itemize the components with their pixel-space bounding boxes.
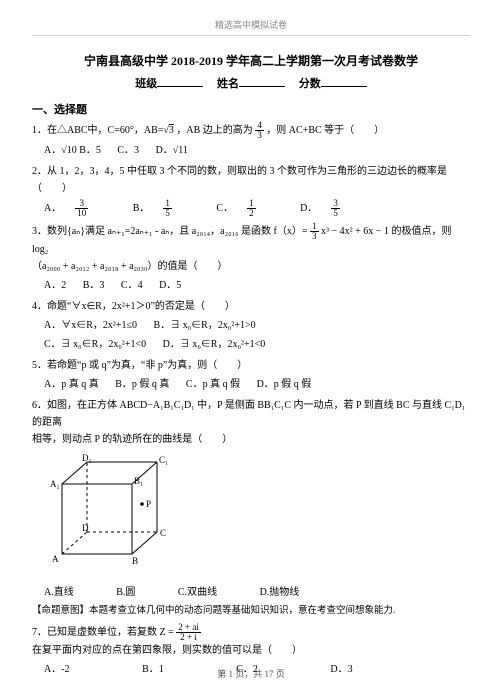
q2-stem: 2．从 1，2，3，4，5 中任取 3 个不同的数，则取出的 3 个数可作为三角…: [32, 163, 470, 197]
q3-frac13: 13: [310, 222, 319, 241]
q7-frac: 2 + ai2 + i: [176, 623, 201, 642]
q3-line1a: 3．数列{aₙ}满足 aₙ₊₁=2aₙ₊₁ - aₙ，且 a₂₀₁₄，a₂₀₁₆…: [32, 226, 308, 237]
q1-frac: 43: [255, 121, 264, 140]
q1-opt-d: D．√11: [156, 145, 188, 156]
blank-name: [239, 76, 285, 87]
blank-score: [321, 76, 367, 87]
q4-options-row2: C．∃ x₀∈R，2x₀²+1<0 D．∃ x₀∈R，2x₀²+1<0: [44, 336, 470, 353]
cube-figure: P D₁ C₁ A₁ B₁ D C A B: [42, 454, 470, 580]
q1-options: A．√10 B．5 C．3 D．√11: [44, 142, 470, 159]
page-footer: 第 1 页，共 17 页: [0, 667, 502, 680]
q5-opt-d: D．p 假 q 假: [257, 379, 312, 390]
q6-intent: 【命题意图】本题考查立体几何中的动态问题等基础知识知识，意在考查空间想象能力.: [32, 603, 470, 619]
q3-opt-c: C．4: [121, 280, 143, 291]
q1-stem-a: 1．在△ABC中，C=60°，AB=: [32, 125, 163, 136]
cube-label-a1: A₁: [50, 479, 60, 489]
q4-options-row1: A．∀x∈R，2x²+1≤0 B．∃ x₀∈R，2x₀²+1>0: [44, 317, 470, 334]
cube-label-c1: C₁: [159, 455, 168, 465]
q6-options: A.直线 B.圆 C.双曲线 D.抛物线: [44, 584, 470, 601]
q1-opt-c: C．3: [117, 145, 139, 156]
q6-line2: 相等，则动点 P 的轨迹所在的曲线是（ ）: [32, 431, 470, 448]
cube-label-a: A: [52, 554, 59, 564]
q2-opt-a: A．310: [44, 203, 116, 214]
cube-label-b: B: [132, 556, 138, 566]
q1-opt-a: A．√10 B．5: [44, 145, 101, 156]
q1-stem-b: ，AB 边上的高为: [176, 125, 252, 136]
q5-options: A．p 真 q 真 B．p 假 q 真 C．p 真 q 假 D．p 假 q 假: [44, 376, 470, 393]
q3-opt-d: D．5: [159, 280, 181, 291]
q3-line2: （a₂₀₀₀ + a₂₀₁₂ + a₂₀₁₈ + a₂₀₃₀）的值是（ ）: [32, 258, 470, 275]
question-6: 6．如图，在正方体 ABCD−A₁B₁C₁D₁ 中，P 是侧面 BB₁C₁C 内…: [32, 397, 470, 619]
q5-opt-a: A．p 真 q 真: [44, 379, 99, 390]
q2-opt-c: C．12: [216, 203, 283, 214]
label-class: 班级: [135, 78, 157, 90]
q1-sqrt3: 3: [169, 125, 174, 136]
q4-stem: 4．命题“∀x∈R，2x²+1＞0”的否定是（ ）: [32, 298, 470, 315]
q4-opt-d: D．∃ x₀∈R，2x₀²+1<0: [163, 339, 266, 350]
q2-opt-b: B．15: [133, 203, 200, 214]
q7-stem-a: 7．已知是虚数单位，若复数 Z =: [32, 627, 174, 638]
question-2: 2．从 1，2，3，4，5 中任取 3 个不同的数，则取出的 3 个数可作为三角…: [32, 163, 470, 218]
cube-label-d: D: [82, 523, 89, 533]
q5-opt-b: B．p 假 q 真: [115, 379, 169, 390]
question-1: 1．在△ABC中，C=60°，AB=√3 ，AB 边上的高为 43 ，则 AC+…: [32, 121, 470, 159]
q5-opt-c: C．p 真 q 假: [186, 379, 240, 390]
q4-opt-b: B．∃ x₀∈R，2x₀²+1>0: [154, 320, 256, 331]
cube-label-b1: B₁: [134, 476, 143, 486]
cube-label-d1: D₁: [82, 454, 92, 463]
q3-opt-b: B．3: [83, 280, 105, 291]
q3-opt-a: A．2: [44, 280, 66, 291]
label-name: 姓名: [217, 78, 239, 90]
label-score: 分数: [299, 78, 321, 90]
q2-opt-d: D．35: [300, 203, 368, 214]
q4-opt-c: C．∃ x₀∈R，2x₀²+1<0: [44, 339, 146, 350]
q6-opt-d: D.抛物线: [260, 587, 300, 598]
q6-opt-b: B.圆: [116, 587, 135, 598]
q6-opt-c: C.双曲线: [178, 587, 217, 598]
q5-stem: 5．若命题“p 或 q”为真，“非 p”为真，则（ ）: [32, 357, 470, 374]
page-title: 宁南县高级中学 2018-2019 学年高二上学期第一次月考试卷数学: [32, 52, 470, 69]
q7-stem-b: 在复平面内对应的点在第四象限，则实数的值可以是（ ）: [32, 645, 302, 656]
q6-opt-a: A.直线: [44, 587, 74, 598]
question-3: 3．数列{aₙ}满足 aₙ₊₁=2aₙ₊₁ - aₙ，且 a₂₀₁₄，a₂₀₁₆…: [32, 222, 470, 294]
cube-label-c: C: [160, 528, 166, 538]
top-banner: 精选高中模拟试卷: [32, 18, 470, 36]
q1-stem-c: ，则 AC+BC 等于（ ）: [266, 125, 384, 136]
section-heading: 一、选择题: [32, 101, 470, 117]
blank-class: [157, 76, 203, 87]
q6-line1: 6．如图，在正方体 ABCD−A₁B₁C₁D₁ 中，P 是侧面 BB₁C₁C 内…: [32, 397, 470, 431]
q2-options: A．310 B．15 C．12 D．35: [44, 199, 470, 218]
cube-label-p: P: [146, 499, 151, 509]
question-5: 5．若命题“p 或 q”为真，“非 p”为真，则（ ） A．p 真 q 真 B．…: [32, 357, 470, 393]
question-4: 4．命题“∀x∈R，2x²+1＞0”的否定是（ ） A．∀x∈R，2x²+1≤0…: [32, 298, 470, 353]
q4-opt-a: A．∀x∈R，2x²+1≤0: [44, 320, 137, 331]
q3-options: A．2 B．3 C．4 D．5: [44, 277, 470, 294]
subtitle-row: 班级 姓名 分数: [32, 75, 470, 91]
